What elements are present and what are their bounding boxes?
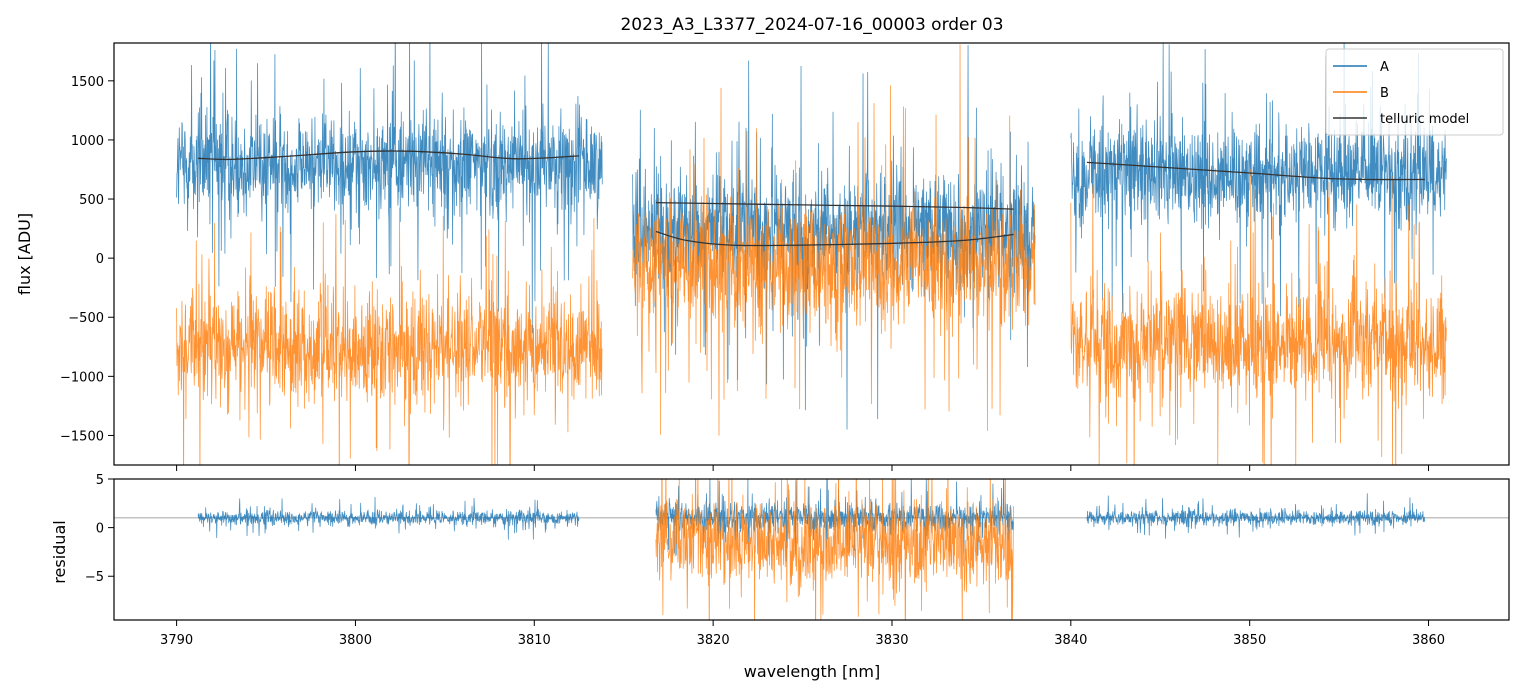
legend-label-b: B bbox=[1380, 86, 1389, 101]
x-tick-label: 3810 bbox=[518, 633, 551, 648]
y-tick-label: 500 bbox=[79, 193, 104, 208]
chart-title: 2023_A3_L3377_2024-07-16_00003 order 03 bbox=[620, 15, 1003, 35]
flux-plot-area bbox=[176, 43, 1447, 465]
flux-x-ticks bbox=[176, 465, 1430, 471]
series-a-segment-flux bbox=[1070, 43, 1447, 317]
y-tick-label: −1000 bbox=[60, 370, 104, 385]
legend-label-a: A bbox=[1380, 60, 1389, 75]
telluric-model-curve bbox=[1086, 161, 1425, 181]
y-tick-label: 1000 bbox=[71, 134, 104, 149]
flux-y-axis: −1500 −1000 −500 0 500 1000 1500 bbox=[60, 75, 114, 444]
residual-x-axis: 3790 3800 3810 3820 3830 3840 3850 3860 bbox=[160, 620, 1445, 648]
flux-panel: −1500 −1000 −500 0 500 1000 1500 flux [ADU] A … bbox=[15, 42, 1510, 471]
series-b-segment-residual bbox=[655, 479, 1014, 620]
y-tick-label: −500 bbox=[68, 311, 104, 326]
residual-panel: −5 0 5 3790 3800 3810 3820 3830 3840 3850 3860 re… bbox=[50, 473, 1510, 648]
legend: A B telluric model bbox=[1325, 48, 1504, 136]
x-tick-label: 3830 bbox=[875, 633, 908, 648]
y-tick-label: 5 bbox=[96, 473, 104, 488]
flux-y-label: flux [ADU] bbox=[15, 213, 34, 295]
x-axis-label: wavelength [nm] bbox=[744, 662, 881, 681]
residual-y-label: residual bbox=[50, 520, 69, 583]
x-tick-label: 3840 bbox=[1054, 633, 1087, 648]
x-tick-label: 3800 bbox=[339, 633, 372, 648]
y-tick-label: 1500 bbox=[71, 75, 104, 90]
legend-box bbox=[1325, 48, 1504, 136]
y-tick-label: −5 bbox=[85, 570, 104, 585]
y-tick-label: −1500 bbox=[60, 429, 104, 444]
series-a-segment-residual bbox=[197, 496, 580, 540]
telluric-model-curve bbox=[655, 230, 1014, 247]
series-a-segment-residual bbox=[1086, 493, 1426, 539]
legend-label-telluric: telluric model bbox=[1380, 112, 1469, 127]
residual-axes-frame bbox=[113, 478, 1510, 621]
x-tick-label: 3790 bbox=[160, 633, 193, 648]
series-b-segment-flux bbox=[176, 207, 603, 465]
y-tick-label: 0 bbox=[96, 522, 104, 537]
x-tick-label: 3820 bbox=[697, 633, 730, 648]
x-tick-label: 3850 bbox=[1233, 633, 1266, 648]
series-b-segment-flux bbox=[1070, 169, 1447, 465]
residual-y-axis: −5 0 5 bbox=[85, 473, 114, 585]
telluric-model-curve bbox=[655, 201, 1014, 210]
y-tick-label: 0 bbox=[96, 252, 104, 267]
residual-plot-area bbox=[114, 479, 1509, 620]
flux-axes-frame bbox=[113, 42, 1510, 466]
series-a-segment-flux bbox=[176, 43, 603, 334]
series-b-segment-flux bbox=[632, 44, 1036, 436]
x-tick-label: 3860 bbox=[1412, 633, 1445, 648]
telluric-model-curve bbox=[198, 150, 580, 161]
